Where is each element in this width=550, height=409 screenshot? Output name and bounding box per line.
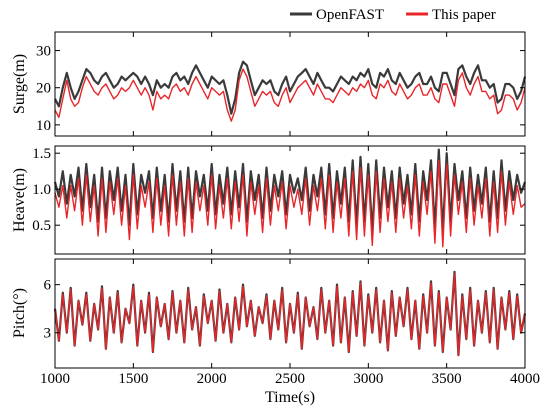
pitch-y-tick-label: 6 <box>44 278 52 294</box>
surge-y-tick-label: 20 <box>36 81 51 97</box>
x-axis-label: Time(s) <box>265 389 315 406</box>
heave-y-axis-label: Heave(m) <box>11 168 28 232</box>
heave-series-this-paper-line <box>54 159 526 248</box>
legend-label-this-paper: This paper <box>432 7 496 23</box>
surge-series-this-paper-line <box>54 68 526 122</box>
heave-panel: Heave(m) 0.5 1.0 1.5 <box>11 145 527 255</box>
pitch-series-this-paper-line <box>54 272 526 356</box>
pitch-y-tick-label: 3 <box>44 326 52 342</box>
x-tick-label: 4000 <box>510 371 540 387</box>
surge-y-axis-label: Surge(m) <box>11 54 28 114</box>
heave-series-openfast-line <box>53 148 527 234</box>
heave-plot-frame <box>54 145 526 255</box>
heave-y-tick-label: 0.5 <box>32 218 51 234</box>
legend-label-openfast: OpenFAST <box>316 7 384 23</box>
surge-panel: Surge(m) 10 20 30 <box>11 31 527 137</box>
x-tick-label: 3500 <box>432 371 462 387</box>
surge-y-tick-label: 30 <box>36 44 51 60</box>
pitch-y-axis-label: Pitch(°) <box>11 288 28 338</box>
legend: OpenFAST This paper <box>290 7 496 23</box>
x-tick-label: 1000 <box>40 371 70 387</box>
surge-series-openfast-line <box>54 60 527 115</box>
x-tick-label: 3000 <box>353 371 383 387</box>
x-tick-label: 2000 <box>197 371 227 387</box>
heave-y-tick-label: 1.0 <box>32 182 51 198</box>
heave-y-tick-label: 1.5 <box>32 146 51 162</box>
x-tick-label: 1500 <box>118 371 148 387</box>
pitch-panel: Pitch(°) 3 6 <box>11 258 527 369</box>
surge-plot-frame <box>54 31 526 137</box>
surge-y-tick-label: 10 <box>36 118 51 134</box>
x-axis: 1000 1500 2000 2500 3000 3500 4000 <box>40 371 540 387</box>
x-tick-label: 2500 <box>275 371 305 387</box>
